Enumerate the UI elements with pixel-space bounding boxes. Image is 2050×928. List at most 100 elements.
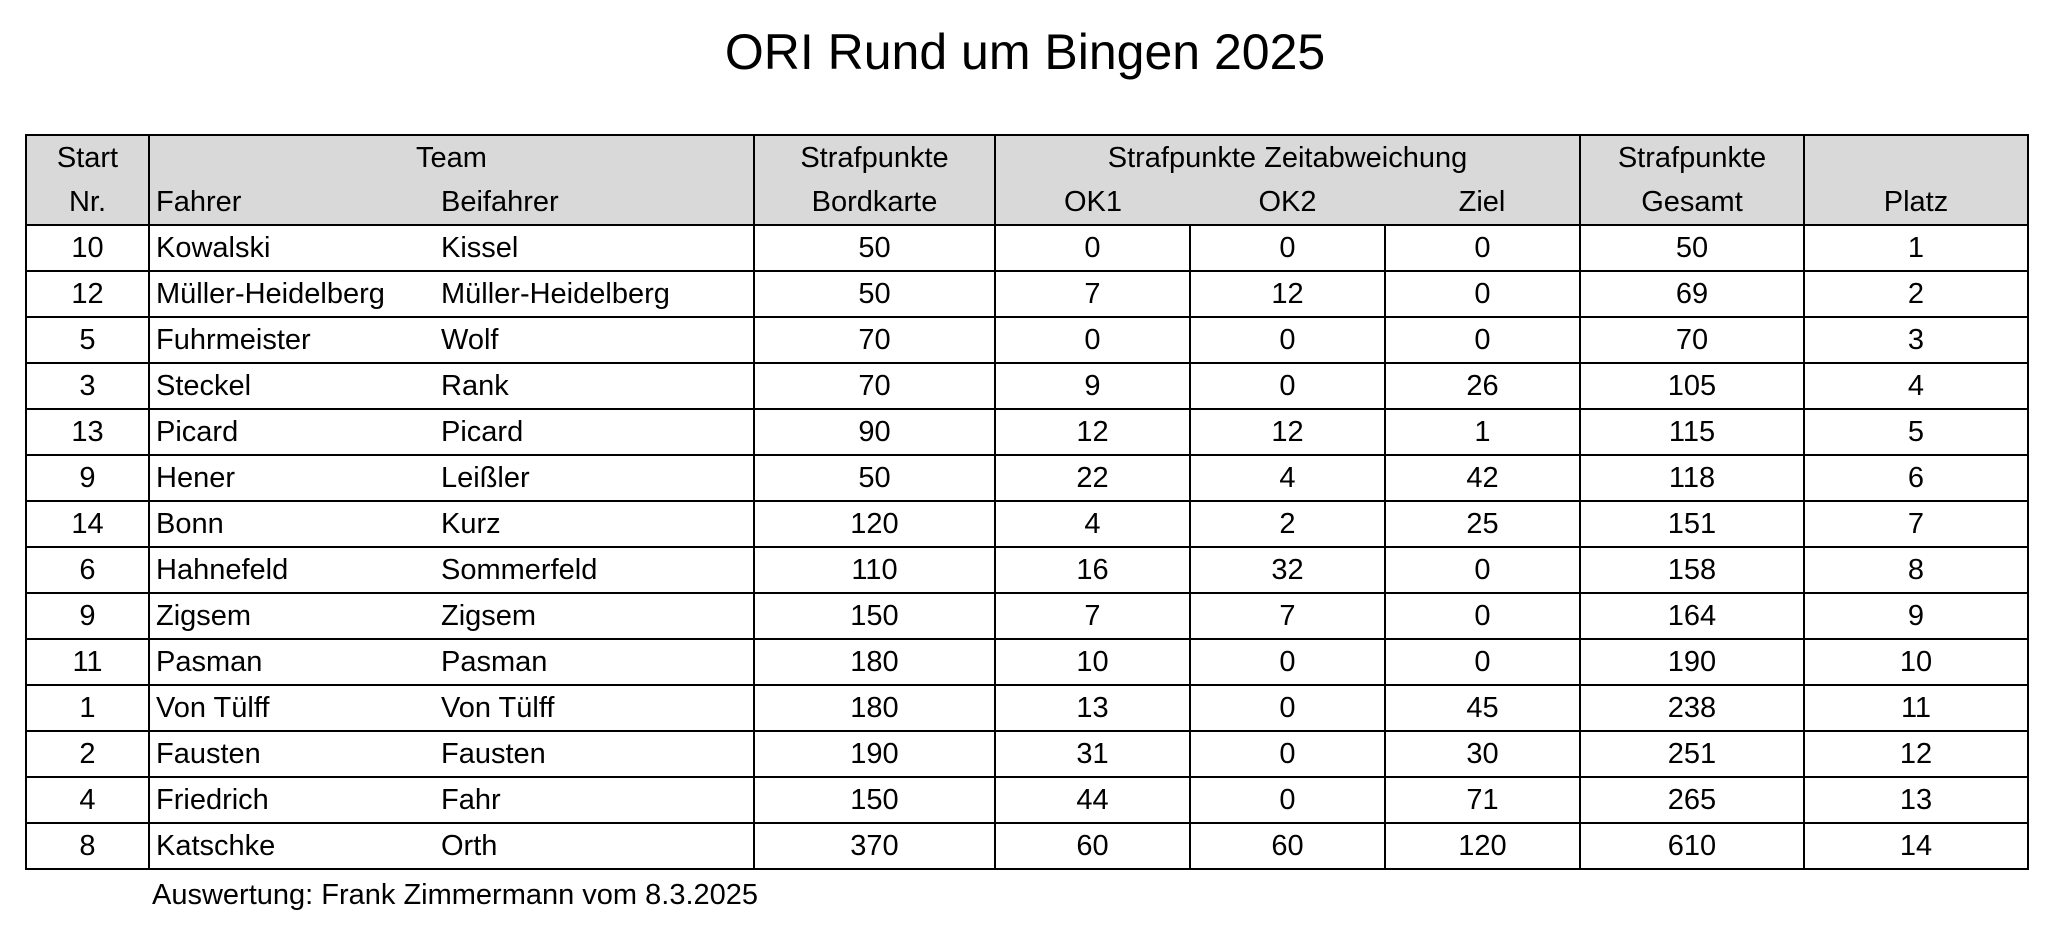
ok2-points-cell: 0 (1189, 362, 1386, 410)
total-points-cell: 610 (1579, 822, 1805, 870)
rank-cell: 9 (1803, 592, 2029, 640)
start-number-cell: 11 (25, 638, 150, 686)
start-number-cell: 9 (25, 454, 150, 502)
table-row: 8 Katschke Orth 370 60 60 120 610 14 (25, 822, 2029, 870)
ok1-points-cell: 16 (994, 546, 1191, 594)
driver-cell: Hener (148, 454, 435, 502)
ok2-points-cell: 0 (1189, 316, 1386, 364)
ziel-points-cell: 0 (1384, 270, 1581, 318)
driver-cell: Hahnefeld (148, 546, 435, 594)
table-row: 9 Hener Leißler 50 22 4 42 118 6 (25, 454, 2029, 502)
ok2-points-cell: 12 (1189, 408, 1386, 456)
table-header: Start Team Strafpunkte Strafpunkte Zeita… (25, 134, 2029, 226)
ok2-points-cell: 0 (1189, 730, 1386, 778)
header-start-label: Start (25, 134, 150, 180)
ziel-points-cell: 0 (1384, 224, 1581, 272)
table-row: 5 Fuhrmeister Wolf 70 0 0 0 70 3 (25, 316, 2029, 364)
rank-cell: 7 (1803, 500, 2029, 548)
results-table: Start Team Strafpunkte Strafpunkte Zeita… (25, 134, 2029, 870)
header-zeitabweichung-label: Strafpunkte Zeitabweichung (994, 134, 1581, 180)
total-points-cell: 70 (1579, 316, 1805, 364)
ok2-points-cell: 60 (1189, 822, 1386, 870)
driver-cell: Pasman (148, 638, 435, 686)
rank-cell: 3 (1803, 316, 2029, 364)
ok1-points-cell: 13 (994, 684, 1191, 732)
start-number-cell: 9 (25, 592, 150, 640)
driver-cell: Zigsem (148, 592, 435, 640)
driver-cell: Fausten (148, 730, 435, 778)
ok2-points-cell: 7 (1189, 592, 1386, 640)
start-number-cell: 13 (25, 408, 150, 456)
rank-cell: 13 (1803, 776, 2029, 824)
codriver-cell: Rank (435, 362, 755, 410)
ok1-points-cell: 7 (994, 592, 1191, 640)
header-start-nr-label: Nr. (25, 180, 150, 226)
ok2-points-cell: 0 (1189, 684, 1386, 732)
header-platz-spacer (1803, 134, 2029, 180)
driver-cell: Friedrich (148, 776, 435, 824)
ziel-points-cell: 71 (1384, 776, 1581, 824)
ok1-points-cell: 0 (994, 316, 1191, 364)
total-points-cell: 115 (1579, 408, 1805, 456)
bordkarte-points-cell: 180 (753, 638, 996, 686)
table-row: 4 Friedrich Fahr 150 44 0 71 265 13 (25, 776, 2029, 824)
codriver-cell: Fahr (435, 776, 755, 824)
rank-cell: 4 (1803, 362, 2029, 410)
start-number-cell: 8 (25, 822, 150, 870)
total-points-cell: 105 (1579, 362, 1805, 410)
driver-cell: Steckel (148, 362, 435, 410)
table-row: 14 Bonn Kurz 120 4 2 25 151 7 (25, 500, 2029, 548)
table-row: 6 Hahnefeld Sommerfeld 110 16 32 0 158 8 (25, 546, 2029, 594)
header-ziel-label: Ziel (1385, 180, 1581, 226)
ok1-points-cell: 12 (994, 408, 1191, 456)
ok1-points-cell: 60 (994, 822, 1191, 870)
start-number-cell: 3 (25, 362, 150, 410)
driver-cell: Von Tülff (148, 684, 435, 732)
table-row: 10 Kowalski Kissel 50 0 0 0 50 1 (25, 224, 2029, 272)
codriver-cell: Leißler (435, 454, 755, 502)
start-number-cell: 1 (25, 684, 150, 732)
header-gesamt-sub-label: Gesamt (1579, 180, 1805, 226)
header-row-1: Start Team Strafpunkte Strafpunkte Zeita… (25, 134, 2029, 180)
bordkarte-points-cell: 70 (753, 362, 996, 410)
start-number-cell: 5 (25, 316, 150, 364)
driver-cell: Katschke (148, 822, 435, 870)
table-row: 13 Picard Picard 90 12 12 1 115 5 (25, 408, 2029, 456)
start-number-cell: 14 (25, 500, 150, 548)
rank-cell: 5 (1803, 408, 2029, 456)
bordkarte-points-cell: 120 (753, 500, 996, 548)
rank-cell: 2 (1803, 270, 2029, 318)
codriver-cell: Wolf (435, 316, 755, 364)
header-bordkarte-label: Strafpunkte (753, 134, 996, 180)
ziel-points-cell: 42 (1384, 454, 1581, 502)
rank-cell: 8 (1803, 546, 2029, 594)
total-points-cell: 158 (1579, 546, 1805, 594)
ok1-points-cell: 44 (994, 776, 1191, 824)
bordkarte-points-cell: 90 (753, 408, 996, 456)
total-points-cell: 190 (1579, 638, 1805, 686)
driver-cell: Fuhrmeister (148, 316, 435, 364)
bordkarte-points-cell: 150 (753, 592, 996, 640)
ok1-points-cell: 9 (994, 362, 1191, 410)
header-platz-label: Platz (1803, 180, 2029, 226)
header-ok1-label: OK1 (994, 180, 1190, 226)
table-row: 1 Von Tülff Von Tülff 180 13 0 45 238 11 (25, 684, 2029, 732)
codriver-cell: Orth (435, 822, 755, 870)
ok1-points-cell: 4 (994, 500, 1191, 548)
bordkarte-points-cell: 50 (753, 454, 996, 502)
total-points-cell: 251 (1579, 730, 1805, 778)
total-points-cell: 50 (1579, 224, 1805, 272)
table-row: 9 Zigsem Zigsem 150 7 7 0 164 9 (25, 592, 2029, 640)
table-row: 11 Pasman Pasman 180 10 0 0 190 10 (25, 638, 2029, 686)
ziel-points-cell: 1 (1384, 408, 1581, 456)
header-bordkarte-sub-label: Bordkarte (753, 180, 996, 226)
codriver-cell: Pasman (435, 638, 755, 686)
start-number-cell: 6 (25, 546, 150, 594)
ok2-points-cell: 12 (1189, 270, 1386, 318)
bordkarte-points-cell: 50 (753, 224, 996, 272)
bordkarte-points-cell: 150 (753, 776, 996, 824)
codriver-cell: Sommerfeld (435, 546, 755, 594)
codriver-cell: Müller-Heidelberg (435, 270, 755, 318)
total-points-cell: 238 (1579, 684, 1805, 732)
ziel-points-cell: 120 (1384, 822, 1581, 870)
